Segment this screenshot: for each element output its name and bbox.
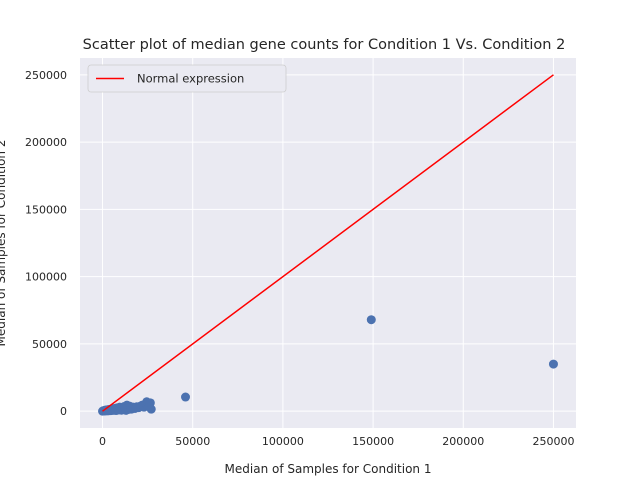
y-tick-label: 100000 — [25, 271, 67, 284]
y-tick-label: 0 — [60, 405, 67, 418]
y-tick-label: 250000 — [25, 69, 67, 82]
data-point — [366, 315, 376, 325]
data-point — [146, 404, 156, 414]
x-tick-labels: 0 50000 100000 150000 200000 250000 — [99, 435, 574, 448]
y-tick-label: 150000 — [25, 203, 67, 216]
scatter-points — [98, 315, 558, 416]
x-tick-label: 200000 — [442, 435, 484, 448]
normal-expression-line — [102, 74, 554, 412]
y-tick-label: 50000 — [32, 338, 67, 351]
legend: Normal expression — [87, 64, 287, 93]
x-tick-label: 0 — [99, 435, 106, 448]
data-point — [548, 359, 558, 369]
y-axis-label: Median of Samples for Condition 2 — [0, 140, 8, 347]
x-tick-label: 100000 — [262, 435, 304, 448]
x-tick-label: 250000 — [532, 435, 574, 448]
legend-label: Normal expression — [137, 72, 244, 86]
grid-lines — [80, 58, 576, 428]
data-point — [181, 392, 191, 402]
x-axis-label: Median of Samples for Condition 1 — [225, 462, 432, 476]
x-tick-label: 50000 — [175, 435, 210, 448]
y-tick-label: 200000 — [25, 136, 67, 149]
chart-title: Scatter plot of median gene counts for C… — [83, 37, 566, 53]
x-tick-label: 150000 — [352, 435, 394, 448]
y-tick-labels: 0 50000 100000 150000 200000 250000 — [25, 69, 67, 418]
legend-box — [87, 64, 287, 93]
